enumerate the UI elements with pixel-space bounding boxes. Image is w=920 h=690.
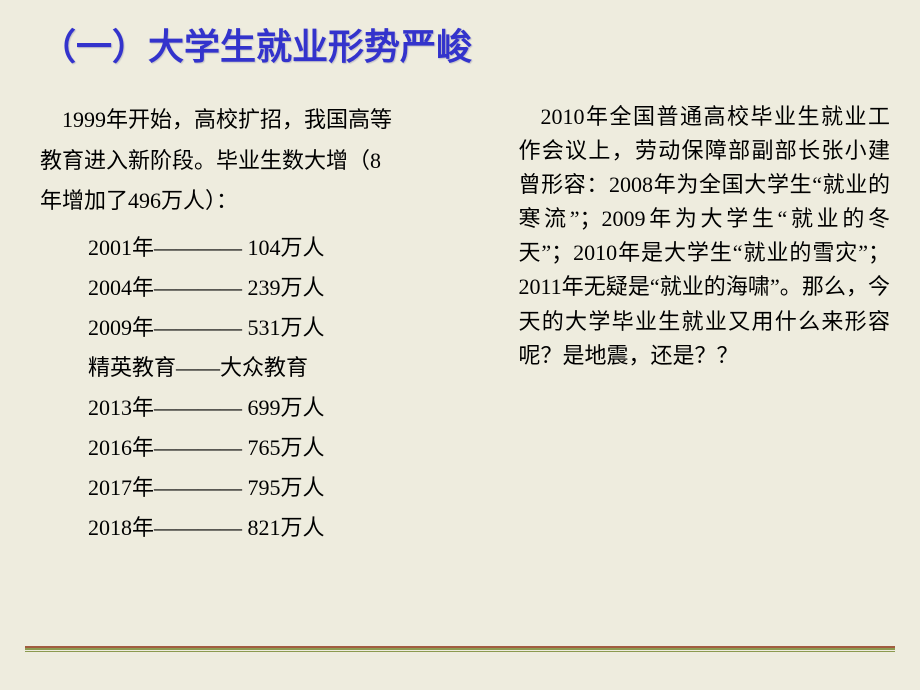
intro-line: 教育进入新阶段。毕业生数大增（8 [40, 141, 504, 182]
slide: （一）大学生就业形势严峻 1999年开始，高校扩招，我国高等 教育进入新阶段。毕… [0, 0, 920, 690]
data-row: 2016年———— 765万人 [40, 428, 504, 468]
data-row: 精英教育——大众教育 [40, 348, 504, 388]
data-row: 2009年———— 531万人 [40, 308, 504, 348]
page-title: （一）大学生就业形势严峻 [40, 18, 890, 70]
intro-line: 年增加了496万人）： [40, 181, 504, 222]
data-row: 2004年———— 239万人 [40, 268, 504, 308]
content-columns: 1999年开始，高校扩招，我国高等 教育进入新阶段。毕业生数大增（8 年增加了4… [40, 100, 890, 548]
intro-text: 1999年开始，高校扩招，我国高等 教育进入新阶段。毕业生数大增（8 年增加了4… [40, 100, 504, 222]
data-row: 2013年———— 699万人 [40, 388, 504, 428]
footer-rule [25, 646, 895, 650]
data-row: 2001年———— 104万人 [40, 228, 504, 268]
intro-line: 1999年开始，高校扩招，我国高等 [40, 100, 504, 141]
data-row: 2017年———— 795万人 [40, 468, 504, 508]
data-row: 2018年———— 821万人 [40, 508, 504, 548]
right-paragraph: 2010年全国普通高校毕业生就业工作会议上，劳动保障部副部长张小建曾形容：200… [518, 100, 890, 373]
left-column: 1999年开始，高校扩招，我国高等 教育进入新阶段。毕业生数大增（8 年增加了4… [40, 100, 504, 548]
right-column: 2010年全国普通高校毕业生就业工作会议上，劳动保障部副部长张小建曾形容：200… [518, 100, 890, 548]
